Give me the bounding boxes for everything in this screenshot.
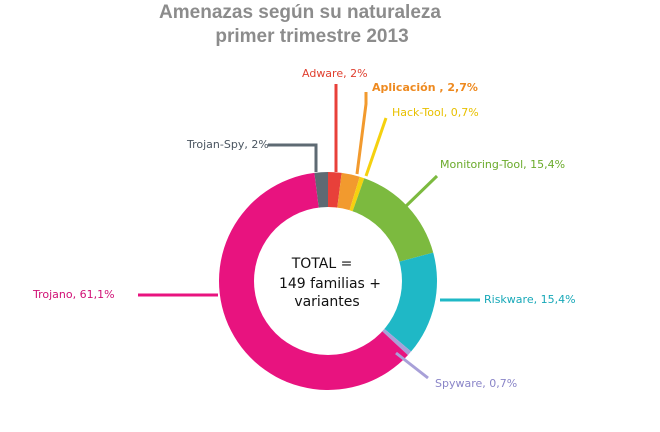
leader-line-5: [395, 351, 429, 380]
slice-label-1: Aplicación , 2,7%: [372, 81, 478, 94]
donut-hole: [254, 207, 402, 355]
leader-line-1: [355, 92, 368, 175]
chart-title-line-1: Amenazas según su naturaleza: [159, 2, 441, 23]
center-text-line-3: variantes: [294, 294, 359, 310]
slice-label-5: Spyware, 0,7%: [435, 377, 517, 390]
center-text-line-1: TOTAL =: [291, 256, 353, 272]
slice-label-4: Riskware, 15,4%: [484, 293, 576, 306]
slice-label-6: Trojano, 61,1%: [32, 288, 115, 301]
slice-label-7: Trojan-Spy, 2%: [186, 138, 269, 151]
chart-title-line-2: primer trimestre 2013: [215, 26, 408, 47]
leader-line-7: [268, 143, 318, 172]
leader-lines-group: [138, 84, 480, 380]
slice-label-0: Adware, 2%: [302, 67, 368, 80]
leader-line-3: [402, 174, 439, 210]
center-text-line-2: 149 familias +: [279, 276, 381, 292]
leader-line-2: [364, 117, 388, 177]
labels-group: Adware, 2% Aplicación , 2,7% Hack-Tool, 0,…: [32, 67, 576, 390]
slice-label-3: Monitoring-Tool, 15,4%: [440, 158, 565, 171]
slice-label-2: Hack-Tool, 0,7%: [392, 106, 479, 119]
